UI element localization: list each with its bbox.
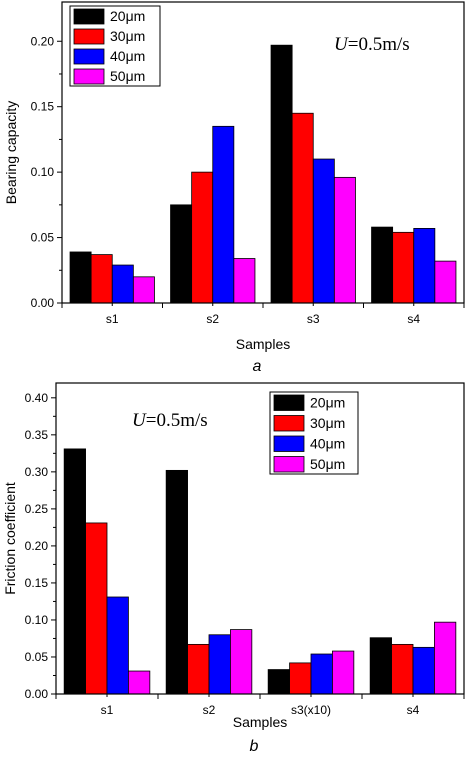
x-ticks: s1 s2 s3 s4 — [61, 303, 465, 326]
legend-swatch — [273, 415, 305, 432]
bar-s2-30μm — [187, 643, 210, 695]
y-tick-label: 0.40 — [25, 391, 49, 405]
bar-s1-30μm — [85, 522, 108, 695]
x-axis-label: Samples — [236, 336, 290, 352]
bar-s1-20μm — [63, 448, 86, 695]
velocity-value: =0.5m/s — [146, 410, 208, 431]
y-tick-label: 0.20 — [31, 34, 55, 48]
y-tick-label: 0.35 — [25, 428, 49, 442]
y-tick-label: 0.05 — [25, 650, 49, 664]
bar-s4-20μm — [369, 637, 392, 695]
bar-s4-30μm — [392, 231, 415, 304]
y-tick-label: 0.15 — [31, 100, 55, 114]
plot-frame — [61, 1, 465, 304]
bar-s3-30μm — [291, 112, 314, 304]
y-tick-label: 0.10 — [25, 613, 49, 627]
bar-s4-30μm — [391, 643, 414, 695]
x-tick-label: s4 — [407, 703, 420, 717]
legend-swatch — [73, 48, 105, 65]
x-axis-label: Samples — [233, 714, 287, 730]
legend-swatch — [273, 394, 305, 411]
x-ticks: s1 s2 s3(x10) s4 — [55, 694, 465, 717]
velocity-var: U — [132, 410, 147, 431]
bar-s3-40μm — [312, 158, 335, 304]
bar-s4-50μm — [434, 621, 457, 695]
plot-frame — [55, 382, 465, 695]
bar-s3(x10)-40μm — [310, 653, 333, 695]
bar-s3(x10)-20μm — [267, 669, 290, 695]
bar-s2-20μm — [170, 204, 193, 304]
x-tick-label: s2 — [203, 703, 216, 717]
x-tick-label: s1 — [106, 312, 119, 326]
y-tick-label: 0.10 — [31, 165, 55, 179]
velocity-var: U — [334, 34, 349, 55]
bars — [63, 448, 457, 695]
panel-caption: a — [253, 358, 262, 375]
legend-swatch — [273, 456, 305, 473]
y-ticks: 0.00 0.05 0.10 0.15 0.20 — [31, 34, 62, 310]
y-tick-label: 0.25 — [25, 502, 49, 516]
legend-label: 30μm — [110, 28, 145, 44]
legend: 20μm 30μm 40μm 50μm — [269, 391, 359, 475]
legend: 20μm 30μm 40μm 50μm — [69, 5, 161, 87]
panel-caption: b — [250, 738, 259, 755]
y-axis-label: Friction coefficient — [2, 482, 18, 595]
y-tick-label: 0.00 — [25, 687, 49, 701]
legend-label: 40μm — [110, 48, 145, 64]
bar-s4-20μm — [371, 226, 394, 304]
bar-s3-50μm — [333, 176, 356, 304]
legend-label: 20μm — [310, 395, 345, 411]
y-tick-label: 0.30 — [25, 465, 49, 479]
bar-s1-40μm — [111, 264, 134, 304]
bar-s2-50μm — [230, 629, 253, 695]
velocity-value: =0.5m/s — [348, 34, 410, 55]
bar-s4-40μm — [413, 228, 436, 304]
legend-label: 40μm — [310, 436, 345, 452]
x-tick-label: s3 — [307, 312, 320, 326]
legend-swatch — [273, 435, 305, 452]
y-ticks: 0.00 0.05 0.10 0.15 0.20 0.25 0.30 0.35 0.40 — [25, 391, 56, 701]
bar-s2-40μm — [212, 125, 235, 304]
y-tick-label: 0.05 — [31, 231, 55, 245]
y-axis-label: Bearing capacity — [3, 101, 19, 205]
x-tick-label: s3(x10) — [291, 703, 331, 717]
y-tick-label: 0.15 — [25, 576, 49, 590]
bar-s1-30μm — [90, 254, 113, 304]
bar-s3(x10)-30μm — [289, 662, 312, 695]
chart-panel-a: 0.00 0.05 0.10 0.15 0.20 s1 s2 s3 s4 Bearing ca… — [3, 1, 465, 375]
bar-s4-50μm — [434, 260, 457, 304]
legend-label: 50μm — [310, 456, 345, 472]
x-tick-label: s2 — [206, 312, 219, 326]
legend-label: 50μm — [110, 68, 145, 84]
bar-s3-20μm — [270, 44, 293, 304]
bar-s1-50μm — [132, 276, 155, 304]
bar-s2-30μm — [191, 171, 214, 304]
legend-swatch — [73, 28, 105, 45]
bar-s2-40μm — [208, 634, 231, 695]
legend-swatch — [73, 8, 105, 25]
legend-label: 30μm — [310, 415, 345, 431]
bar-s2-50μm — [233, 258, 256, 304]
y-tick-label: 0.00 — [31, 296, 55, 310]
velocity-annotation: U=0.5m/s — [334, 34, 410, 55]
bar-s1-50μm — [128, 670, 151, 695]
bar-s3(x10)-50μm — [332, 650, 355, 695]
x-tick-label: s1 — [101, 703, 114, 717]
y-tick-label: 0.20 — [25, 539, 49, 553]
x-tick-label: s4 — [407, 312, 420, 326]
velocity-annotation: U=0.5m/s — [132, 410, 208, 431]
bar-s4-40μm — [412, 646, 435, 695]
legend-swatch — [73, 68, 105, 85]
bar-s2-20μm — [165, 469, 188, 695]
chart-panel-b: 0.000.050.100.150.200.250.300.350.40 s1 s… — [2, 382, 465, 755]
bar-s1-20μm — [69, 251, 92, 304]
bar-s1-40μm — [106, 596, 129, 695]
bars — [69, 44, 457, 304]
legend-label: 20μm — [110, 8, 145, 24]
